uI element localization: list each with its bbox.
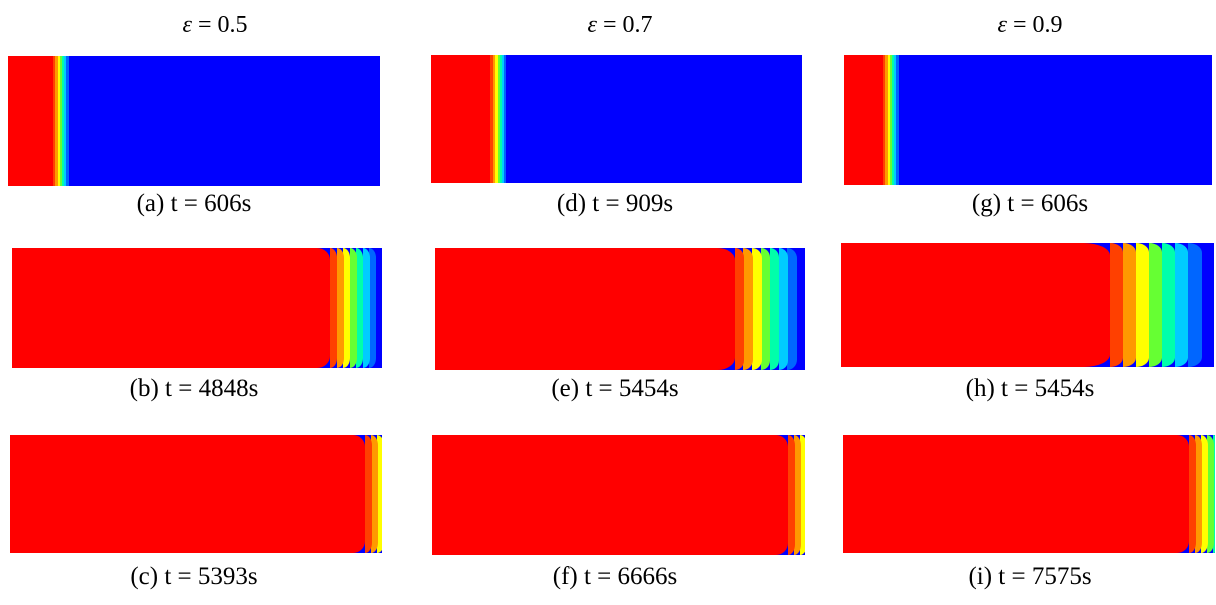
melted-region [431,55,491,183]
melt-front-band [63,56,67,186]
melted-region [844,55,883,185]
melt-front-band [336,248,344,368]
melt-front-band [1135,243,1150,367]
melt-front-band [362,248,370,368]
melt-front-band [371,435,378,553]
caption-c: (c) t = 5393s [130,563,258,590]
melt-front-band [503,55,507,183]
melted-region [432,435,789,555]
melt-front-band [891,55,895,185]
melt-front-band [330,248,338,368]
melt-front-band [59,56,63,186]
melt-front-band [1194,435,1202,553]
melted-region [843,435,1189,553]
caption-f: (f) t = 6666s [552,563,678,590]
melt-front-band [761,248,771,370]
column-header-eps-0-5: ε = 0.5 [182,12,248,38]
melt-front-band [752,248,762,370]
contour-panel-h [841,243,1214,367]
melted-region [12,248,331,368]
melt-front-band [1109,243,1124,367]
contour-panel-e [435,248,805,370]
melt-front-band [800,435,805,555]
melted-region [8,56,53,186]
contour-panel-d [431,55,802,183]
contour-panel-a [8,56,380,186]
melt-front-band [787,248,797,370]
melt-front-band [57,56,60,186]
caption-b: (b) t = 4848s [129,375,259,402]
melt-front-band [492,55,496,183]
melt-front-band [52,56,56,186]
melt-front-band [882,55,886,185]
melt-front-band [1161,243,1176,367]
melt-front-band [494,55,498,183]
contour-panel-c [10,435,382,553]
melt-front-band [1187,243,1202,367]
caption-e: (e) t = 5454s [551,375,679,402]
melt-front-band [1188,435,1196,553]
melt-front-band [65,56,69,186]
melt-front-band [734,248,745,370]
melt-front-band [1200,435,1208,553]
caption-g: (g) t = 606s [971,190,1089,217]
contour-panel-b [12,248,382,368]
melt-front-band [349,248,357,368]
melt-front-band [1206,435,1214,553]
melt-front-band [369,248,377,368]
melt-front-band [496,55,500,183]
caption-d: (d) t = 909s [556,190,674,217]
melt-front-band [778,248,788,370]
melt-front-band [1212,435,1215,553]
melt-front-band [895,55,899,185]
melt-front-band [499,55,502,183]
melt-front-band [501,55,505,183]
melt-front-band [1148,243,1163,367]
caption-a: (a) t = 606s [136,190,252,217]
caption-h: (h) t = 5454s [965,375,1095,402]
melt-front-band [788,435,795,555]
melt-front-band [889,55,893,185]
melted-region [841,243,1110,367]
melted-region [10,435,366,553]
melt-front-band [61,56,65,186]
melt-front-band [743,248,753,370]
melt-front-band [1174,243,1189,367]
melt-front-band [343,248,351,368]
contour-panel-i [843,435,1215,553]
melt-front-band [794,435,801,555]
melt-front-band [893,55,897,185]
melt-front-band [356,248,364,368]
melt-front-band [377,435,382,553]
column-header-eps-0-9: ε = 0.9 [997,12,1063,38]
melt-front-band [769,248,780,370]
melt-front-band [887,55,890,185]
melt-front-band [365,435,372,553]
contour-panel-g [844,55,1212,185]
melt-front-band [490,55,494,183]
caption-i: (i) t = 7575s [968,563,1092,590]
contour-panel-f [432,435,805,555]
column-header-eps-0-7: ε = 0.7 [587,12,653,38]
melt-front-band [54,56,58,186]
melt-front-band [884,55,888,185]
melt-front-band [1122,243,1137,367]
melted-region [435,248,735,370]
